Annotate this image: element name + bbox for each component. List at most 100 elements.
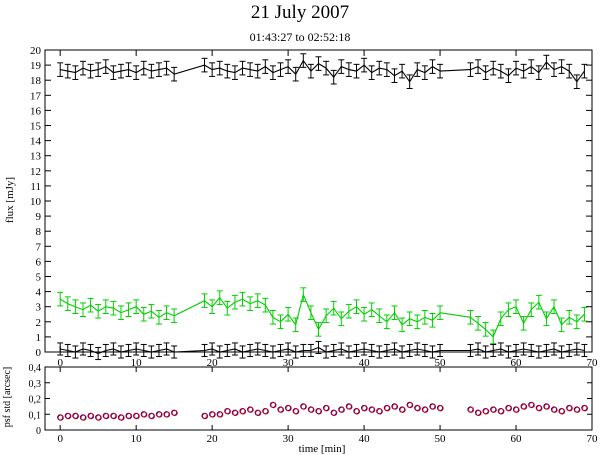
psf-point-red — [566, 405, 573, 412]
flux-ytick-label: 2 — [36, 317, 42, 329]
psf-point-red — [163, 411, 171, 418]
psf-point-red — [80, 414, 87, 421]
psf-plot-frame — [44, 366, 593, 431]
flux-ytick-label: 8 — [36, 226, 42, 238]
flux-ytick-label: 10 — [30, 196, 42, 208]
flux-ytick-label: 1 — [36, 332, 42, 344]
psf-point-red — [581, 405, 589, 412]
psf-point-red — [232, 409, 239, 417]
psf-point-red — [353, 408, 361, 415]
psf-points — [57, 401, 589, 421]
psf-point-red — [224, 408, 231, 415]
psf-point-red — [300, 403, 307, 410]
psf-point-red — [217, 411, 224, 418]
psf-point-red — [429, 403, 437, 410]
psf-point-red — [323, 405, 330, 412]
psf-point-red — [391, 403, 399, 410]
psf-xtick-label: 70 — [587, 433, 599, 445]
psf-point-red — [528, 402, 535, 409]
flux-xtick-label: 70 — [587, 357, 599, 369]
psf-point-red — [384, 405, 391, 412]
psf-point-red — [293, 408, 300, 415]
flux-ytick-label: 16 — [30, 105, 42, 117]
flux-xtick-label: 20 — [207, 357, 219, 369]
chart-title: 21 July 2007 — [250, 2, 350, 23]
psf-point-red — [422, 406, 429, 413]
psf-axis-label: psf std [arcsec] — [2, 367, 13, 428]
psf-point-red — [551, 406, 558, 413]
psf-point-red — [255, 409, 262, 417]
psf-point-red — [270, 402, 277, 409]
psf-point-red — [72, 413, 79, 420]
psf-point-red — [209, 411, 216, 418]
flux-ytick-label: 3 — [36, 302, 42, 314]
psf-point-red — [521, 403, 528, 410]
psf-point-red — [171, 409, 178, 417]
flux-ytick-label: 6 — [36, 256, 42, 268]
psf-point-red — [201, 413, 209, 420]
psf-point-red — [376, 408, 383, 415]
flux-ytick-label: 12 — [30, 166, 41, 178]
psf-point-red — [247, 406, 254, 413]
psf-point-red — [95, 414, 102, 421]
psf-point-red — [559, 408, 566, 415]
psf-point-red — [414, 405, 421, 412]
psf-point-red — [133, 413, 140, 420]
flux-ytick-label: 0 — [36, 347, 42, 359]
flux-ytick-label: 19 — [30, 60, 42, 72]
psf-point-red — [285, 405, 292, 412]
flux-ytick-label: 17 — [30, 90, 42, 102]
psf-xtick-label: 50 — [435, 433, 447, 445]
psf-point-red — [239, 408, 247, 415]
psf-point-red — [65, 413, 72, 420]
flux-xtick-label: 10 — [131, 357, 143, 369]
psf-ytick-label: 0,1 — [29, 410, 42, 421]
flux-xtick-label: 0 — [57, 357, 63, 369]
psf-xtick-label: 60 — [511, 433, 523, 445]
flux-ytick-label: 14 — [30, 136, 42, 148]
psf-xtick-label: 0 — [57, 433, 63, 445]
psf-point-red — [369, 406, 376, 413]
flux-xtick-label: 50 — [435, 357, 447, 369]
flux-series-0 — [57, 53, 588, 90]
flux-ytick-label: 9 — [36, 211, 42, 223]
psf-point-red — [483, 408, 490, 415]
psf-point-red — [308, 406, 315, 413]
psf-panel: 0 0,1 0,2 0,3 0,4 0 10 20 30 40 50 60 70 — [29, 363, 599, 445]
chart-subtitle: 01:43:27 to 02:52:18 — [249, 30, 351, 44]
flux-ytick-label: 15 — [30, 121, 42, 133]
flux-series-2 — [57, 340, 588, 361]
psf-point-red — [110, 413, 117, 420]
psf-ytick-label: 0 — [36, 426, 41, 437]
flux-ytick-label: 5 — [36, 272, 42, 284]
psf-point-red — [118, 414, 125, 421]
psf-point-red — [467, 406, 475, 413]
flux-series-1 — [57, 287, 588, 345]
psf-ytick-label: 0,4 — [29, 363, 42, 374]
psf-point-red — [331, 409, 338, 417]
psf-xtick-label: 10 — [131, 433, 143, 445]
flux-xtick-label: 60 — [511, 357, 523, 369]
psf-point-red — [399, 406, 406, 413]
flux-ytick-label: 4 — [36, 287, 42, 299]
psf-point-red — [141, 411, 148, 418]
psf-ytick-label: 0,2 — [29, 395, 42, 406]
psf-point-red — [315, 408, 323, 415]
flux-ytick-label: 11 — [30, 181, 41, 193]
flux-series-line — [59, 292, 585, 338]
psf-point-red — [87, 413, 95, 420]
psf-point-red — [513, 406, 520, 413]
flux-series-line — [60, 346, 585, 355]
flux-xtick-label: 30 — [283, 357, 295, 369]
psf-point-red — [536, 405, 543, 412]
psf-xtick-label: 30 — [283, 433, 295, 445]
psf-point-red — [262, 408, 269, 415]
psf-xtick-label: 20 — [207, 433, 219, 445]
flux-plot-frame — [44, 49, 593, 353]
psf-point-red — [103, 413, 110, 420]
psf-point-red — [407, 402, 414, 409]
psf-point-red — [148, 413, 155, 420]
time-axis-label: time [min] — [299, 443, 346, 455]
flux-ytick-label: 7 — [36, 241, 42, 253]
